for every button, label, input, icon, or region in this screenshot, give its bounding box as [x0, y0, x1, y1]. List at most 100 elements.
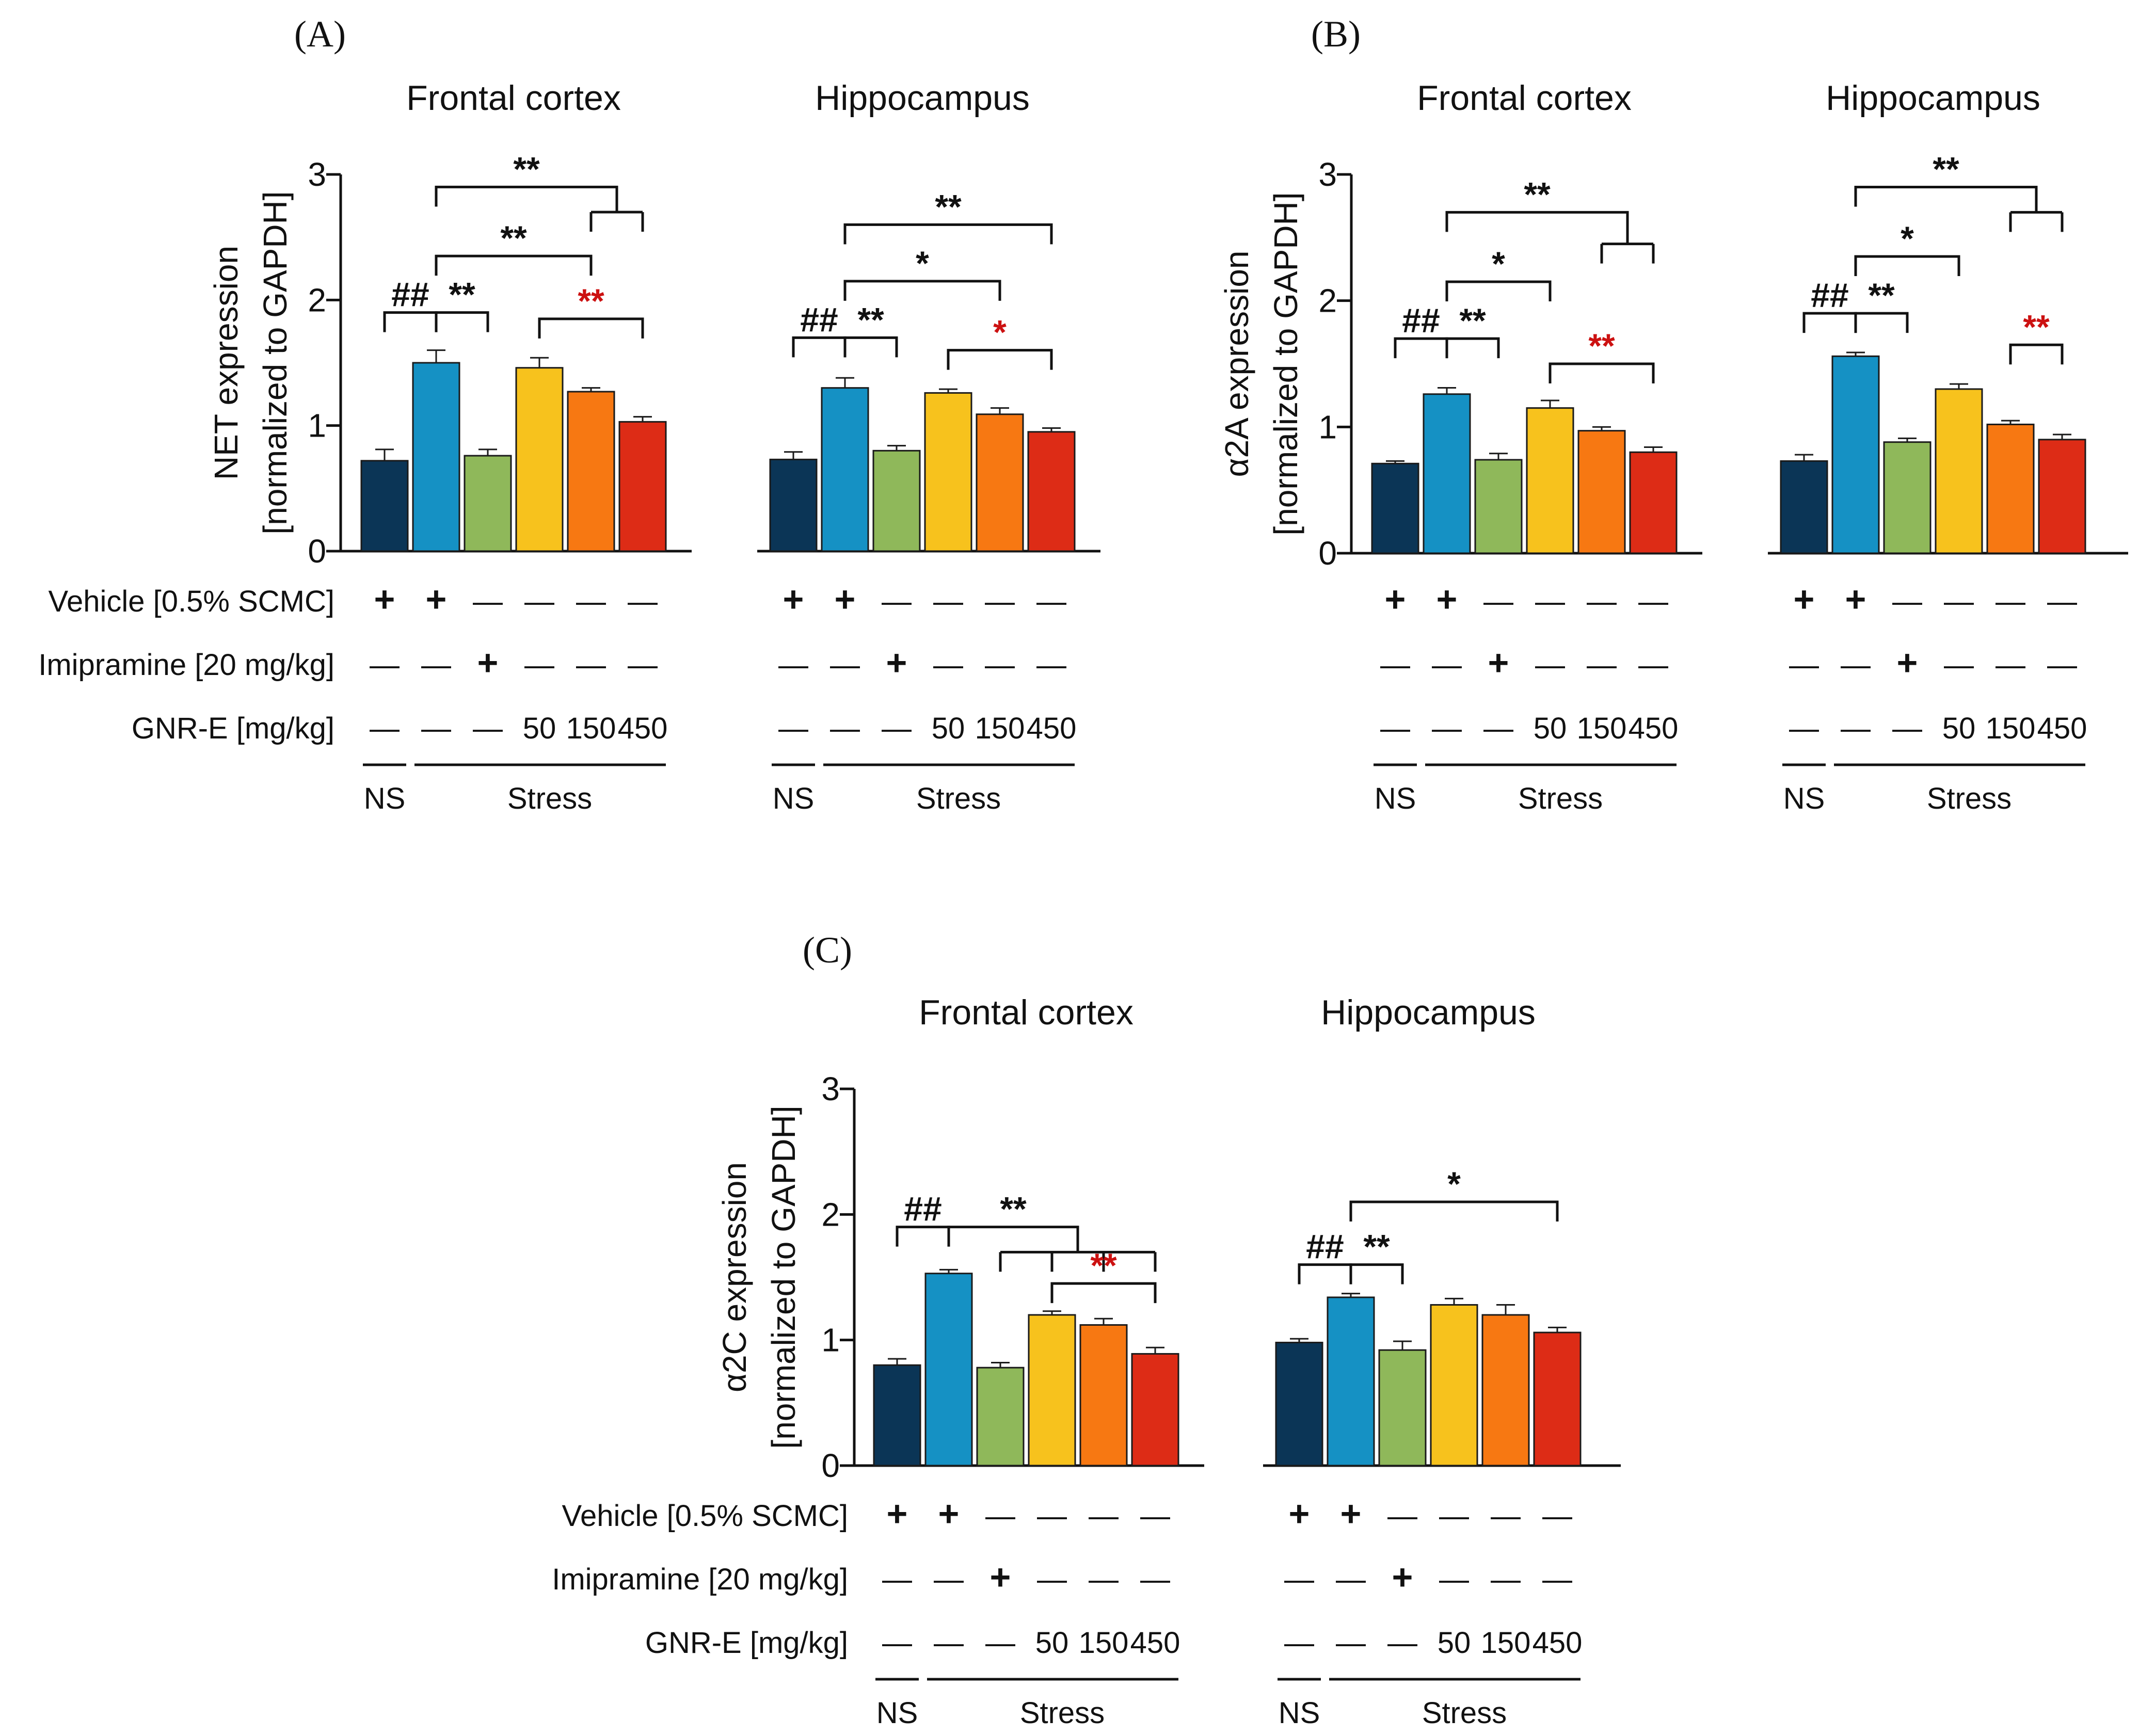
treatment-cell: —	[1789, 648, 1819, 682]
group-label-stress: Stress	[1927, 782, 2012, 815]
significance-label: **	[857, 300, 884, 339]
bar	[924, 1273, 973, 1467]
treatment-cell: —	[1036, 585, 1066, 618]
significance-label: **	[578, 282, 604, 320]
bar	[1577, 430, 1626, 554]
significance-bracket	[1445, 211, 1629, 244]
group-label-ns: NS	[876, 1696, 918, 1730]
significance-label: *	[1492, 245, 1505, 283]
treatment-row-label: Vehicle [0.5% SCMC]	[49, 585, 334, 618]
treatment-cell: —	[1089, 1499, 1119, 1533]
treatment-cell: 450	[1533, 1626, 1583, 1660]
bar	[976, 413, 1024, 552]
significance-bracket	[1349, 1263, 1404, 1284]
significance-bracket	[435, 254, 593, 276]
significance-bracket	[1802, 312, 1857, 333]
treatment-cell: —	[1140, 1563, 1170, 1596]
treatment-cell: —	[1439, 1563, 1469, 1596]
treatment-cell: —	[1336, 1563, 1366, 1596]
significance-label: ##	[391, 276, 429, 314]
significance-label: **	[513, 150, 540, 188]
group-label-stress: Stress	[916, 782, 1001, 815]
treatment-cell: 450	[2037, 712, 2087, 745]
group-label-ns: NS	[773, 782, 815, 815]
significance-label: *	[916, 244, 929, 282]
significance-label: **	[500, 219, 527, 257]
significance-label: **	[1588, 327, 1615, 365]
bar	[1780, 460, 1828, 554]
treatment-cell: —	[1841, 648, 1871, 682]
bar	[769, 458, 818, 552]
treatment-cell: 50	[1942, 712, 1976, 745]
treatment-cell: —	[628, 648, 658, 682]
treatment-row-label: Imipramine [20 mg/kg]	[552, 1563, 848, 1596]
bar	[1526, 407, 1574, 554]
y-tick-label-c: 0	[821, 1447, 840, 1484]
y-tick-label-c: 1	[821, 1322, 840, 1359]
significance-bracket	[1050, 1282, 1157, 1304]
treatment-cell: —	[1380, 648, 1410, 682]
bar	[821, 387, 869, 552]
treatment-cell: +	[887, 1493, 908, 1534]
bar	[1028, 1314, 1076, 1467]
treatment-cell: —	[1789, 712, 1819, 745]
significance-bracket	[1445, 337, 1500, 359]
treatment-cell: +	[426, 579, 447, 619]
significance-bracket	[947, 1226, 1079, 1252]
bar	[1131, 1353, 1179, 1467]
treatment-cell: +	[783, 579, 804, 619]
significance-label: ##	[800, 300, 838, 339]
treatment-cell: 50	[1035, 1626, 1069, 1660]
treatment-cell: 150	[1986, 712, 2036, 745]
significance-bracket	[1854, 255, 1960, 277]
significance-bracket	[843, 223, 1053, 245]
panel-label-a: (A)	[294, 13, 346, 55]
treatment-cell: 450	[1027, 712, 1077, 745]
treatment-cell: —	[1491, 1563, 1521, 1596]
bar	[1327, 1296, 1375, 1467]
treatment-cell: —	[1037, 1499, 1067, 1533]
treatment-cell: +	[1340, 1493, 1362, 1534]
treatment-cell: —	[2047, 648, 2077, 682]
y-tick-label-b: 1	[1318, 408, 1337, 445]
treatment-cell: —	[1483, 712, 1513, 745]
treatment-cell: —	[882, 712, 912, 745]
treatment-cell: —	[1387, 1626, 1417, 1660]
treatment-cell: 150	[975, 712, 1025, 745]
significance-bracket	[538, 317, 644, 339]
treatment-cell: —	[473, 585, 503, 618]
bar	[1079, 1324, 1128, 1467]
panel-label-c: (C)	[803, 929, 852, 971]
treatment-cell: —	[1542, 1563, 1572, 1596]
bar	[1275, 1342, 1323, 1467]
bar	[1423, 393, 1471, 554]
treatment-cell: —	[882, 1563, 912, 1596]
treatment-cell: —	[1284, 1626, 1314, 1660]
significance-bracket	[1549, 362, 1655, 383]
y-tick-label-b: 0	[1318, 535, 1337, 572]
treatment-cell: —	[1892, 712, 1922, 745]
group-label-stress: Stress	[1422, 1696, 1507, 1730]
treatment-cell: —	[1037, 1563, 1067, 1596]
y-axis-label-b: α2A expression	[1218, 250, 1255, 477]
treatment-cell: —	[1587, 585, 1617, 618]
significance-bracket	[843, 336, 898, 358]
treatment-cell: —	[524, 585, 554, 618]
y-tick-label-c: 2	[821, 1196, 840, 1233]
treatment-cell: —	[1996, 648, 2025, 682]
significance-bracket	[843, 280, 1001, 301]
treatment-cell: 50	[1438, 1626, 1471, 1660]
treatment-cell: —	[576, 585, 606, 618]
y-tick-label-b: 3	[1318, 156, 1337, 193]
treatment-cell: —	[1587, 648, 1617, 682]
treatment-cell: —	[1841, 712, 1871, 745]
treatment-cell: —	[1439, 1499, 1469, 1533]
treatment-cell: +	[477, 642, 499, 683]
treatment-cell: —	[576, 648, 606, 682]
treatment-cell: —	[778, 648, 808, 682]
significance-bracket	[792, 336, 847, 358]
region-title: Frontal cortex	[919, 993, 1134, 1032]
treatment-row-label: GNR-E [mg/kg]	[645, 1626, 848, 1660]
treatment-cell: —	[628, 585, 658, 618]
bar	[872, 449, 921, 552]
